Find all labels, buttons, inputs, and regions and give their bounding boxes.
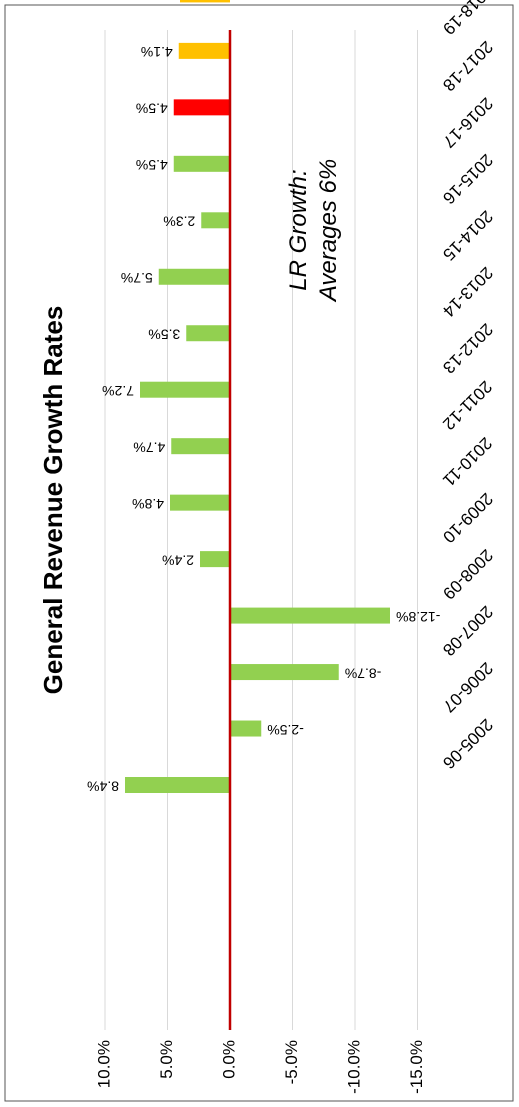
data-label: 5.7% bbox=[121, 270, 153, 286]
bar bbox=[230, 720, 262, 737]
bar bbox=[200, 551, 230, 568]
data-label: 3.5% bbox=[148, 327, 180, 343]
data-label: 4.1% bbox=[141, 44, 173, 60]
chart-border bbox=[4, 4, 514, 1102]
data-label: -12.8% bbox=[396, 609, 440, 625]
bar bbox=[173, 155, 230, 172]
data-label: 8.4% bbox=[87, 778, 119, 794]
bar bbox=[140, 381, 230, 398]
data-label: -2.5% bbox=[267, 722, 304, 738]
data-label: 4.7% bbox=[133, 439, 165, 455]
bar bbox=[201, 212, 230, 229]
bar bbox=[125, 777, 230, 793]
data-label: 7.2% bbox=[102, 383, 134, 399]
data-label: 4.5% bbox=[136, 157, 168, 173]
data-label: 4.0% bbox=[142, 0, 174, 4]
bar bbox=[186, 325, 230, 342]
bar bbox=[178, 42, 230, 59]
data-label: 2.3% bbox=[163, 214, 195, 230]
y-tick-label: -10.0% bbox=[344, 1040, 363, 1094]
data-label: 4.5% bbox=[136, 101, 168, 117]
annotation: LR Growth: Averages 6% bbox=[285, 159, 342, 303]
y-tick-label: 10.0% bbox=[94, 1040, 113, 1088]
y-tick-label: -15.0% bbox=[407, 1040, 426, 1094]
y-tick-label: -5.0% bbox=[282, 1040, 301, 1084]
data-label: 2.4% bbox=[162, 552, 194, 568]
bar bbox=[180, 0, 230, 3]
bar bbox=[158, 268, 230, 285]
data-label: -8.7% bbox=[345, 665, 382, 681]
bar bbox=[173, 99, 230, 116]
bar bbox=[230, 607, 390, 624]
data-label: 4.8% bbox=[132, 496, 164, 512]
bar bbox=[170, 494, 230, 511]
bar bbox=[171, 438, 230, 455]
y-tick-label: 5.0% bbox=[157, 1040, 176, 1079]
chart-title: General Revenue Growth Rates bbox=[38, 306, 68, 695]
bar bbox=[230, 664, 339, 681]
y-tick-label: 0.0% bbox=[219, 1040, 238, 1079]
